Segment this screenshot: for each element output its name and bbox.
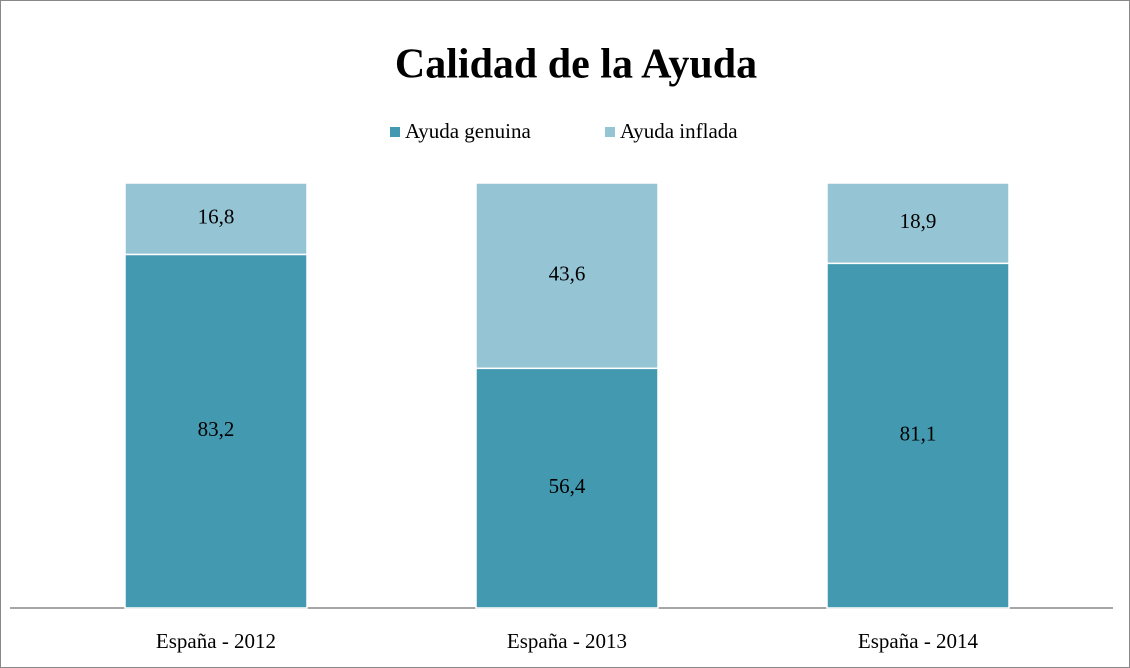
x-tick-label: España - 2014 xyxy=(858,629,979,653)
data-label: 83,2 xyxy=(198,417,235,441)
bar-segment xyxy=(124,182,308,256)
bar-segment xyxy=(826,182,1010,265)
data-label: 16,8 xyxy=(198,205,235,229)
bar-segment xyxy=(826,262,1010,609)
bar-segment xyxy=(475,367,659,609)
legend-label: Ayuda genuina xyxy=(405,119,531,143)
legend-swatch xyxy=(605,127,615,137)
bar-segment xyxy=(124,253,308,609)
legend-swatch xyxy=(390,127,400,137)
x-tick-label: España - 2012 xyxy=(156,629,276,653)
data-label: 56,4 xyxy=(549,474,586,498)
bar-segment xyxy=(475,182,659,370)
x-tick-label: España - 2013 xyxy=(507,629,627,653)
chart-title: Calidad de la Ayuda xyxy=(395,42,757,88)
data-label: 18,9 xyxy=(900,209,937,233)
data-label: 43,6 xyxy=(549,261,586,285)
legend-label: Ayuda inflada xyxy=(620,119,738,143)
data-label: 81,1 xyxy=(900,421,937,445)
